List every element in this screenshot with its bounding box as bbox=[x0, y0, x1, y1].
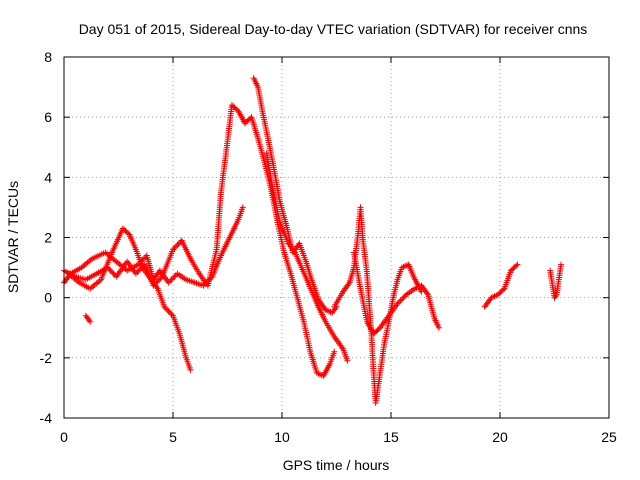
series-markers bbox=[331, 204, 425, 406]
series-sat-g bbox=[331, 204, 425, 406]
x-axis-label: GPS time / hours bbox=[283, 457, 390, 473]
series-markers bbox=[61, 102, 338, 379]
series-markers bbox=[263, 150, 351, 364]
series-sat-b bbox=[61, 102, 338, 379]
gridlines bbox=[64, 57, 609, 418]
y-axis-label: SDTVAR / TECUs bbox=[5, 181, 21, 293]
y-tick-label: -2 bbox=[40, 350, 53, 366]
series-sat-d bbox=[82, 312, 94, 325]
chart-title: Day 051 of 2015, Sidereal Day-to-day VTE… bbox=[79, 21, 588, 37]
y-tick-label: 6 bbox=[44, 109, 52, 125]
x-tick-label: 15 bbox=[383, 429, 399, 445]
y-tick-label: -4 bbox=[40, 410, 53, 426]
series-sat-a bbox=[61, 204, 246, 289]
data-series-group bbox=[61, 75, 564, 406]
series-markers bbox=[350, 249, 442, 337]
y-tick-label: 0 bbox=[44, 290, 52, 306]
x-tick-label: 10 bbox=[274, 429, 290, 445]
series-sat-h bbox=[350, 249, 442, 337]
y-tick-label: 8 bbox=[44, 49, 52, 65]
series-trace bbox=[253, 77, 338, 314]
x-tick-label: 5 bbox=[169, 429, 177, 445]
series-markers bbox=[61, 204, 246, 289]
series-markers bbox=[82, 312, 94, 325]
series-sat-i bbox=[481, 261, 521, 310]
series-markers bbox=[65, 225, 194, 373]
series-markers bbox=[250, 75, 340, 316]
axis-ticks: 0 5 10 15 20 25 -4 -2 0 2 4 6 8 bbox=[40, 49, 617, 445]
series-sat-j bbox=[547, 261, 564, 301]
series-trace bbox=[333, 206, 423, 404]
y-tick-label: 2 bbox=[44, 230, 52, 246]
series-markers bbox=[481, 261, 521, 310]
x-tick-label: 0 bbox=[60, 429, 68, 445]
x-tick-label: 25 bbox=[601, 429, 617, 445]
series-sat-f bbox=[263, 150, 351, 364]
series-trace bbox=[63, 104, 335, 377]
series-sat-c bbox=[65, 225, 194, 373]
series-markers bbox=[547, 261, 564, 301]
x-tick-label: 20 bbox=[492, 429, 508, 445]
y-tick-label: 4 bbox=[44, 169, 52, 185]
